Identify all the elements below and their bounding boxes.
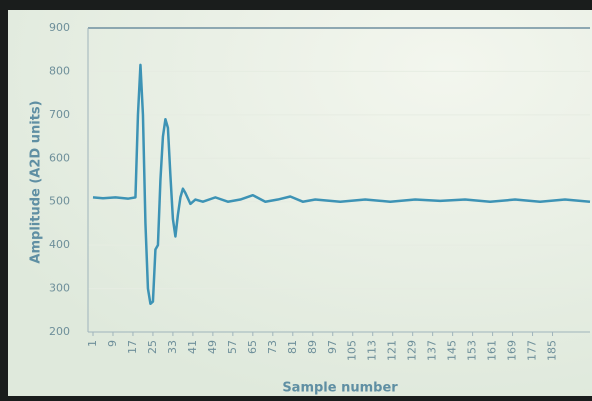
y-tick-label: 800 [49,64,70,77]
x-tick-label: 9 [106,340,119,347]
page: {"chart_data": {"type": "line", "y_label… [0,0,592,401]
y-tick-label: 600 [49,151,70,164]
x-tick-label: 137 [426,340,439,361]
y-tick-label: 400 [49,238,70,251]
x-tick-label: 153 [466,340,479,361]
x-tick-label: 25 [146,340,159,354]
x-tick-label: 41 [186,340,199,354]
x-tick-label: 169 [506,340,519,361]
x-tick-label: 145 [446,340,459,361]
x-tick-label: 33 [166,340,179,354]
x-tick-label: 161 [486,340,499,361]
screen [8,10,592,396]
x-tick-label: 113 [366,340,379,361]
x-tick-label: 1 [86,340,99,347]
x-tick-label: 17 [126,340,139,354]
x-tick-label: 81 [286,340,299,354]
x-tick-label: 129 [406,340,419,361]
x-tick-label: 65 [246,340,259,354]
x-tick-label: 97 [326,340,339,354]
x-tick-label: 177 [526,340,539,361]
x-axis-title: Sample number [282,381,398,396]
y-tick-label: 200 [49,325,70,338]
x-tick-label: 121 [386,340,399,361]
x-tick-label: 89 [306,340,319,354]
y-axis-title: Amplitude (A2D units) [29,100,44,263]
x-tick-label: 73 [266,340,279,354]
y-tick-label: 700 [49,108,70,121]
y-tick-label: 900 [49,21,70,34]
x-tick-label: 57 [226,340,239,354]
x-tick-label: 185 [546,340,559,361]
y-tick-label: 500 [49,195,70,208]
x-tick-label: 105 [346,340,359,361]
chart: Amplitude (A2D units) Sample number 200 3… [0,0,592,401]
y-tick-label: 300 [49,282,70,295]
x-tick-label: 49 [206,340,219,354]
